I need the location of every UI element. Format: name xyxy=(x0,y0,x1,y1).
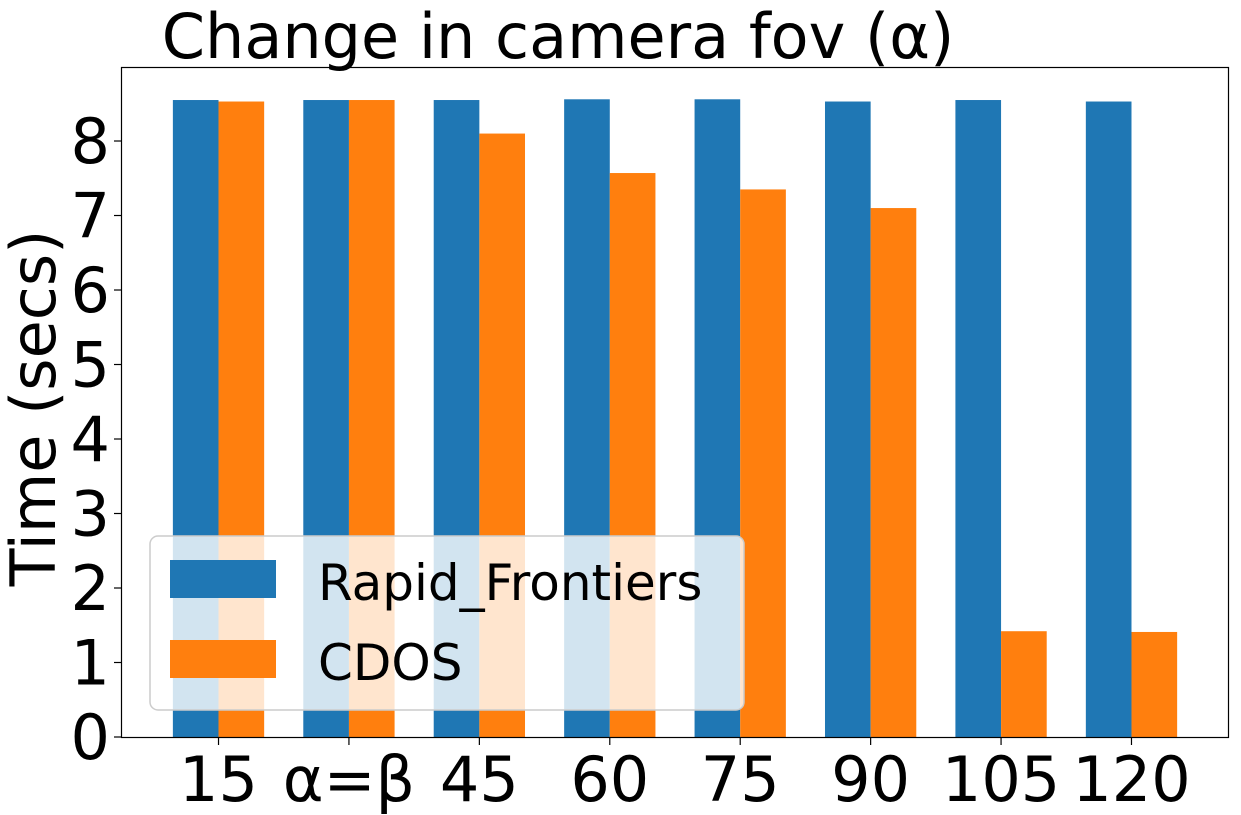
legend: Rapid_Frontiers CDOS xyxy=(149,535,745,711)
bar-rapid-frontiers-6 xyxy=(824,101,871,737)
y-axis-label: Time (secs) xyxy=(0,230,70,588)
x-axis-ticks: 15 α=β 45 60 75 90 105 120 xyxy=(179,737,1191,815)
plot-frame xyxy=(120,66,1230,739)
chart-title: Change in camera fov (α) xyxy=(162,0,955,73)
bar-cdos-6 xyxy=(870,208,917,737)
legend-label-cdos: CDOS xyxy=(318,634,463,692)
y-tick-label: 2 xyxy=(71,552,110,625)
bar-rapid-frontiers-8 xyxy=(1085,101,1132,737)
y-tick-label: 6 xyxy=(71,254,110,327)
bar-rapid-frontiers-7 xyxy=(955,100,1002,737)
x-tick-label: 75 xyxy=(701,743,780,815)
y-tick-label: 1 xyxy=(71,627,110,700)
bar-cdos-7 xyxy=(1001,631,1047,737)
legend-box xyxy=(149,535,745,711)
x-tick-label: 105 xyxy=(942,743,1060,815)
x-tick-label: 60 xyxy=(570,743,649,815)
legend-swatch-rapid-frontiers xyxy=(170,560,276,598)
y-tick-label: 8 xyxy=(71,105,110,178)
y-tick-label: 7 xyxy=(71,180,110,253)
x-tick-label: 120 xyxy=(1072,743,1190,815)
y-tick-label: 4 xyxy=(71,403,110,476)
bar-cdos-8 xyxy=(1131,631,1178,737)
x-tick-label: α=β xyxy=(283,743,415,815)
y-tick-label: 5 xyxy=(71,329,110,402)
bar-cdos-5 xyxy=(740,189,786,737)
legend-label-rapid-frontiers: Rapid_Frontiers xyxy=(318,554,702,612)
x-tick-label: 45 xyxy=(440,743,519,815)
y-tick-label: 0 xyxy=(71,701,110,774)
legend-swatch-cdos xyxy=(170,640,276,678)
x-tick-label: 90 xyxy=(831,743,910,815)
y-tick-label: 3 xyxy=(71,478,110,551)
x-tick-label: 15 xyxy=(179,743,258,815)
